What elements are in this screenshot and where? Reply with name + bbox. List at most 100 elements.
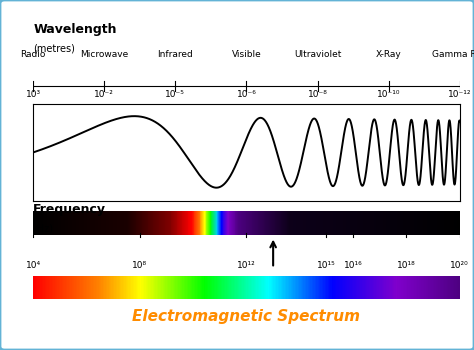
Bar: [71, 211, 72, 234]
Bar: [440, 276, 442, 299]
Bar: [43, 211, 44, 234]
Bar: [107, 276, 109, 299]
Bar: [271, 276, 273, 299]
Text: 10⁻¹⁰: 10⁻¹⁰: [377, 90, 401, 99]
Bar: [42, 211, 43, 234]
Bar: [387, 276, 389, 299]
Bar: [222, 211, 223, 234]
Bar: [35, 276, 36, 299]
Bar: [441, 276, 443, 299]
Bar: [87, 211, 88, 234]
Bar: [233, 211, 234, 234]
Bar: [386, 276, 388, 299]
Bar: [73, 211, 74, 234]
Bar: [274, 211, 275, 234]
Text: 10³: 10³: [26, 90, 41, 99]
Bar: [179, 211, 180, 234]
Bar: [176, 211, 177, 234]
Bar: [154, 276, 156, 299]
Bar: [450, 276, 452, 299]
Bar: [393, 211, 394, 234]
Bar: [217, 211, 218, 234]
Bar: [413, 211, 414, 234]
Bar: [244, 211, 245, 234]
Bar: [138, 276, 140, 299]
Bar: [397, 276, 399, 299]
Bar: [292, 276, 294, 299]
Bar: [130, 276, 132, 299]
Bar: [198, 276, 200, 299]
Bar: [55, 211, 57, 234]
Bar: [294, 211, 296, 234]
Bar: [265, 211, 266, 234]
Bar: [289, 211, 291, 234]
Bar: [90, 211, 91, 234]
Bar: [416, 276, 418, 299]
Bar: [453, 211, 454, 234]
Bar: [158, 276, 160, 299]
Bar: [344, 211, 345, 234]
Bar: [108, 211, 109, 234]
Bar: [237, 211, 238, 234]
Bar: [54, 211, 55, 234]
Bar: [422, 211, 424, 234]
Text: Gamma Ray: Gamma Ray: [432, 50, 474, 59]
Bar: [309, 276, 311, 299]
Bar: [99, 211, 100, 234]
Bar: [244, 276, 246, 299]
Bar: [386, 211, 388, 234]
Bar: [206, 211, 208, 234]
Bar: [364, 211, 365, 234]
Bar: [335, 276, 337, 299]
Bar: [106, 211, 107, 234]
Bar: [265, 276, 267, 299]
Bar: [374, 211, 375, 234]
Bar: [251, 211, 252, 234]
Bar: [340, 211, 342, 234]
Bar: [63, 211, 64, 234]
Bar: [184, 211, 185, 234]
Bar: [345, 276, 346, 299]
Bar: [203, 211, 204, 234]
Bar: [126, 211, 128, 234]
Bar: [101, 276, 103, 299]
Bar: [159, 211, 160, 234]
Bar: [91, 276, 93, 299]
Bar: [325, 211, 326, 234]
Bar: [36, 276, 38, 299]
Bar: [129, 211, 131, 234]
Bar: [382, 211, 383, 234]
Bar: [420, 276, 422, 299]
Bar: [210, 211, 211, 234]
Bar: [458, 211, 459, 234]
Bar: [225, 211, 227, 234]
Bar: [49, 276, 51, 299]
Bar: [256, 276, 258, 299]
Bar: [259, 276, 261, 299]
Bar: [171, 276, 173, 299]
Bar: [262, 276, 264, 299]
Bar: [125, 211, 127, 234]
Bar: [351, 211, 353, 234]
Bar: [376, 276, 378, 299]
Bar: [145, 211, 146, 234]
Bar: [83, 211, 85, 234]
Bar: [242, 211, 244, 234]
Bar: [173, 211, 174, 234]
Bar: [373, 276, 375, 299]
Bar: [414, 276, 416, 299]
Bar: [410, 211, 411, 234]
Bar: [149, 211, 151, 234]
Bar: [148, 276, 150, 299]
Bar: [166, 211, 168, 234]
Bar: [122, 211, 123, 234]
Bar: [227, 211, 228, 234]
Bar: [143, 276, 145, 299]
Bar: [438, 211, 439, 234]
Bar: [406, 276, 408, 299]
Bar: [172, 211, 173, 234]
Bar: [261, 211, 262, 234]
Bar: [99, 276, 100, 299]
Bar: [375, 211, 376, 234]
Bar: [310, 211, 311, 234]
